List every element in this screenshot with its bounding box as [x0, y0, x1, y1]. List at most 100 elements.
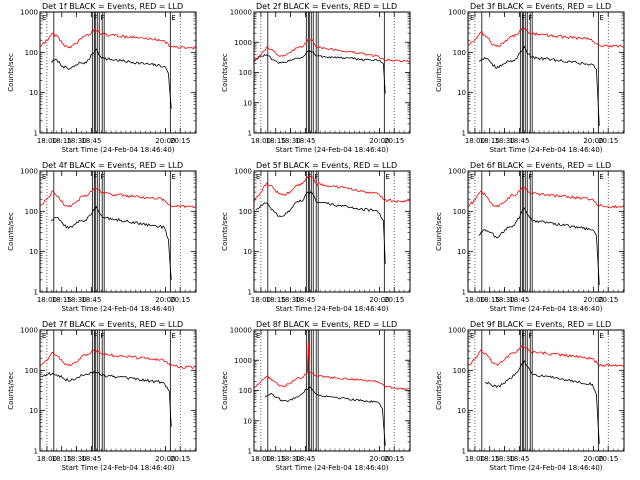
x-tick-label: 20:15 — [170, 137, 190, 145]
x-tick-label: 20:00 — [583, 455, 603, 463]
lld-series-line — [467, 345, 625, 368]
plot-frame — [39, 11, 197, 134]
x-tick-label: 18:45 — [81, 455, 101, 463]
x-axis-label: Start Time (24-Feb-04 18:46:40) — [275, 146, 388, 154]
panel-title: Det 1f BLACK = Events, RED = LLD — [42, 2, 183, 11]
y-tick-label: 1 — [34, 448, 38, 456]
lld-series-line — [253, 175, 411, 204]
x-tick-label: 20:00 — [583, 296, 603, 304]
y-tick-label: 100 — [239, 208, 252, 216]
panel-title: Det 8f BLACK = Events, RED = LLD — [256, 320, 397, 329]
interval-label: E — [42, 332, 46, 340]
panel-3: Det 3f BLACK = Events, RED = LLD E F F E 1 10 1… — [435, 2, 625, 154]
x-tick-label: 20:15 — [170, 296, 190, 304]
interval-label: F — [93, 173, 97, 181]
x-tick-label: 18:30 — [494, 455, 514, 463]
interval-label: E — [42, 14, 46, 22]
interval-label: F — [93, 14, 97, 22]
y-axis-label: Counts/sec — [7, 371, 15, 410]
plot-frame — [467, 329, 625, 452]
y-axis-label: Counts/sec — [435, 371, 443, 410]
panel-1: Det 1f BLACK = Events, RED = LLD E F F E 1 10 1… — [7, 2, 197, 154]
x-tick-label: 20:00 — [369, 137, 389, 145]
x-tick-label: 18:30 — [66, 455, 86, 463]
x-tick-label: 18:45 — [295, 455, 315, 463]
panel-title: Det 5f BLACK = Events, RED = LLD — [256, 161, 397, 170]
x-tick-label: 18:30 — [494, 137, 514, 145]
lld-series-line — [253, 38, 411, 63]
y-tick-label: 100 — [453, 367, 466, 375]
y-tick-label: 10 — [29, 407, 38, 415]
y-axis-label: Counts/sec — [221, 212, 229, 251]
y-tick-label: 1000 — [448, 9, 466, 17]
y-tick-label: 1000 — [448, 168, 466, 176]
y-tick-label: 1 — [34, 289, 38, 297]
x-tick-label: 18:45 — [81, 296, 101, 304]
x-tick-label: 18:45 — [509, 296, 529, 304]
interval-label: F — [521, 332, 525, 340]
x-tick-label: 18:00 — [465, 455, 485, 463]
y-tick-label: 1000 — [234, 357, 252, 365]
panel-7: Det 7f BLACK = Events, RED = LLD E F F E 1 10 1… — [7, 320, 197, 472]
y-tick-label: 100 — [239, 387, 252, 395]
x-axis-label: Start Time (24-Feb-04 18:46:40) — [489, 464, 602, 472]
y-tick-label: 100 — [25, 208, 38, 216]
y-axis-label: Counts/sec — [221, 53, 229, 92]
plot-frame — [253, 170, 411, 293]
lld-series-line — [39, 348, 197, 370]
x-tick-label: 18:15 — [480, 137, 500, 145]
y-tick-label: 1 — [248, 130, 252, 138]
y-tick-label: 100 — [453, 49, 466, 57]
y-tick-label: 10 — [457, 248, 466, 256]
interval-label: F — [521, 14, 525, 22]
y-axis-label: Counts/sec — [7, 212, 15, 251]
y-tick-label: 1000 — [20, 168, 38, 176]
y-tick-label: 100 — [239, 69, 252, 77]
panel-2: Det 2f BLACK = Events, RED = LLD 1 10 100 10… — [221, 2, 411, 154]
interval-label: F — [521, 173, 525, 181]
lld-series-line — [467, 27, 625, 48]
interval-label: E — [256, 173, 260, 181]
events-series-line — [478, 45, 600, 126]
panel-title: Det 4f BLACK = Events, RED = LLD — [42, 161, 183, 170]
y-axis-label: Counts/sec — [221, 371, 229, 410]
events-series-line — [264, 386, 386, 446]
x-tick-label: 18:15 — [266, 296, 286, 304]
x-tick-label: 18:45 — [509, 455, 529, 463]
interval-label: F — [100, 332, 104, 340]
y-tick-label: 1000 — [20, 9, 38, 17]
x-tick-label: 18:00 — [37, 455, 57, 463]
interval-label: E — [470, 332, 474, 340]
y-tick-label: 10 — [29, 89, 38, 97]
interval-label: E — [171, 14, 175, 22]
interval-label: E — [599, 14, 603, 22]
x-tick-label: 20:15 — [598, 137, 618, 145]
y-tick-label: 1 — [462, 130, 466, 138]
interval-label: E — [256, 332, 260, 340]
y-tick-label: 10000 — [230, 9, 252, 17]
y-tick-label: 1000 — [20, 327, 38, 335]
y-tick-label: 1 — [34, 130, 38, 138]
x-tick-label: 18:45 — [509, 137, 529, 145]
x-tick-label: 20:00 — [369, 296, 389, 304]
interval-label: E — [599, 332, 603, 340]
plot-frame — [39, 329, 197, 452]
x-tick-label: 18:00 — [251, 455, 271, 463]
x-tick-label: 20:15 — [384, 455, 404, 463]
x-tick-label: 18:15 — [266, 137, 286, 145]
lld-series-line — [39, 28, 197, 50]
x-tick-label: 20:00 — [155, 137, 175, 145]
x-axis-label: Start Time (24-Feb-04 18:46:40) — [489, 305, 602, 313]
interval-label: E — [599, 173, 603, 181]
panel-6: Det 6f BLACK = Events, RED = LLD E F F E 1 10 1… — [435, 161, 625, 313]
x-tick-label: 18:30 — [280, 296, 300, 304]
x-tick-label: 18:15 — [480, 455, 500, 463]
x-tick-label: 18:30 — [280, 455, 300, 463]
x-tick-label: 20:00 — [369, 455, 389, 463]
x-tick-label: 20:15 — [598, 296, 618, 304]
y-tick-label: 1000 — [234, 168, 252, 176]
x-tick-label: 18:30 — [66, 137, 86, 145]
x-tick-label: 18:00 — [37, 137, 57, 145]
